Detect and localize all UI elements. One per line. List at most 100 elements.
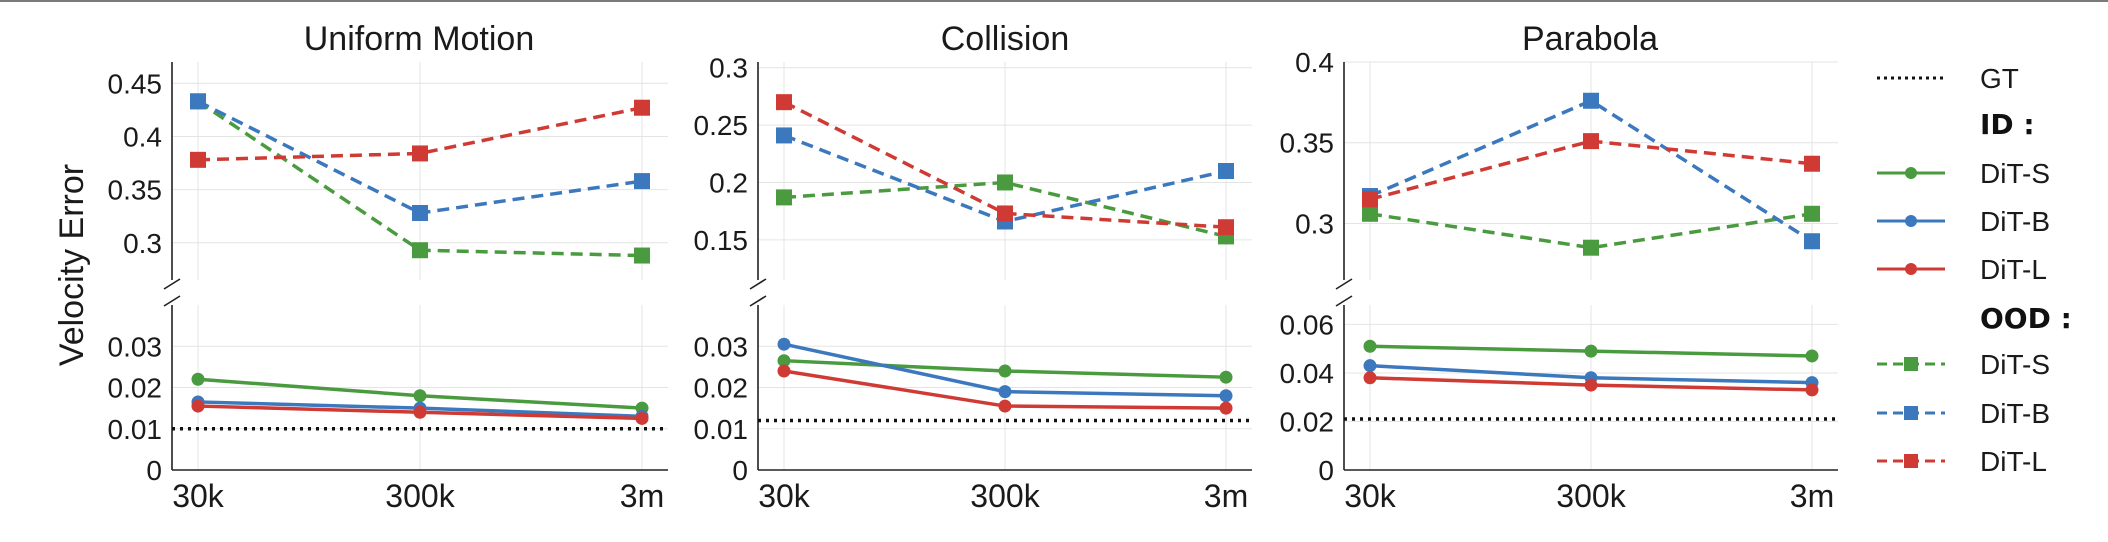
id-dit-b-point-3m	[1219, 389, 1233, 403]
lower-y-tick-label: 0.04	[1280, 358, 1335, 389]
ood-dit-l-point-3m	[1804, 155, 1820, 172]
ood-dit-b-point-30k	[776, 127, 792, 144]
legend-ood-dit-b: DiT-B	[1877, 398, 2050, 429]
ood-dit-l-point-300k	[997, 205, 1013, 222]
lower-y-tick-label: 0.02	[694, 373, 749, 404]
id-dit-l-point-300k	[998, 399, 1012, 413]
legend-ood-heading: OOD :	[1980, 302, 2072, 335]
panel-title: Parabola	[1522, 20, 1658, 58]
x-tick-label: 300k	[970, 478, 1040, 514]
x-tick-label: 300k	[1556, 478, 1626, 514]
legend-ood-dit-s-label: DiT-S	[1980, 349, 2050, 380]
lower-y-tick-label: 0.03	[694, 331, 749, 362]
x-tick-label: 30k	[1344, 478, 1397, 514]
lower-y-tick-label: 0.02	[1280, 406, 1335, 437]
ood-dit-s-point-3m	[1804, 205, 1820, 222]
panel-title: Collision	[941, 20, 1070, 58]
ood-dit-s-point-3m	[634, 247, 650, 264]
id-dit-s-point-300k	[413, 389, 427, 403]
legend-ood-dit-s-marker	[1904, 357, 1918, 371]
id-dit-l-point-30k	[777, 364, 791, 378]
ood-dit-s-point-30k	[1362, 205, 1378, 222]
panel-parabola: Parabola 0.3 0.35 0.4 0 0.02 0.04 0.06 30k 300k 3…	[1280, 20, 1838, 514]
id-dit-s-point-3m	[1219, 370, 1233, 384]
legend-id-dit-s-label: DiT-S	[1980, 158, 2050, 189]
upper-y-tick-label: 0.3	[709, 53, 748, 84]
upper-y-tick-label: 0.3	[1295, 208, 1334, 239]
legend-id-dit-b-marker	[1905, 215, 1917, 227]
x-tick-label: 30k	[758, 478, 811, 514]
lower-y-tick-label: 0	[146, 455, 162, 486]
lower-y-tick-label: 0.01	[108, 414, 163, 445]
legend-gt-label: GT	[1980, 63, 2019, 94]
ood-dit-l-point-30k	[1362, 191, 1378, 208]
ood-dit-s-point-300k	[1583, 239, 1599, 256]
axis-break-mark-lower	[163, 295, 181, 307]
panel-title: Uniform Motion	[304, 20, 535, 58]
upper-y-tick-label: 0.4	[1295, 47, 1334, 78]
upper-y-tick-label: 0.35	[1280, 128, 1335, 159]
ood-dit-b-point-3m	[1218, 163, 1234, 179]
upper-y-tick-label: 0.15	[694, 225, 749, 256]
axis-break-mark-upper	[749, 278, 767, 290]
id-dit-s-point-30k	[191, 372, 205, 386]
legend-ood-dit-l-label: DiT-L	[1980, 446, 2047, 477]
ood-dit-s-series-line	[1369, 212, 1813, 250]
ood-dit-b-series-line	[1369, 99, 1813, 243]
legend-ood-dit-b-marker	[1904, 406, 1918, 420]
legend-ood-dit-l-marker	[1904, 454, 1918, 468]
y-axis-label: Velocity Error	[53, 164, 91, 366]
ood-dit-b-point-30k	[190, 93, 206, 110]
ood-dit-l-point-30k	[190, 151, 206, 168]
legend-id-dit-b-label: DiT-B	[1980, 206, 2050, 237]
legend-id-dit-l-marker	[1905, 263, 1917, 275]
legend-id-dit-b: DiT-B	[1877, 206, 2050, 237]
upper-y-tick-label: 0.3	[123, 228, 162, 259]
panel-uniform-motion: Uniform Motion 0.3 0.35 0.4 0.45 0 0.01 0.02 0.…	[108, 20, 668, 514]
ood-dit-b-point-3m	[634, 173, 650, 190]
legend-id-dit-l: DiT-L	[1877, 254, 2047, 285]
legend-ood-dit-b-label: DiT-B	[1980, 398, 2050, 429]
id-dit-s-point-300k	[998, 364, 1012, 378]
legend-ood-dit-l: DiT-L	[1877, 446, 2047, 477]
upper-y-tick-label: 0.35	[108, 175, 163, 206]
id-dit-l-point-3m	[1805, 383, 1819, 397]
axis-break-mark-upper	[163, 278, 181, 290]
axis-break-mark-upper	[1335, 278, 1353, 290]
id-dit-b-point-300k	[998, 385, 1012, 399]
lower-y-tick-label: 0.02	[108, 373, 163, 404]
id-dit-l-point-30k	[1363, 371, 1377, 385]
ood-dit-l-point-3m	[634, 99, 650, 116]
upper-y-tick-label: 0.2	[709, 167, 748, 198]
id-dit-l-point-300k	[413, 405, 427, 419]
axis-break-mark-lower	[749, 295, 767, 307]
x-tick-label: 3m	[620, 478, 664, 514]
ood-dit-b-point-300k	[412, 205, 428, 222]
x-tick-label: 300k	[385, 478, 455, 514]
x-tick-label: 3m	[1204, 478, 1248, 514]
id-dit-l-point-3m	[635, 411, 649, 425]
legend-ood-dit-s: DiT-S	[1877, 349, 2050, 380]
legend-id-dit-l-label: DiT-L	[1980, 254, 2047, 285]
legend-id-dit-s: DiT-S	[1877, 158, 2050, 189]
upper-y-tick-label: 0.25	[694, 110, 749, 141]
ood-dit-l-point-3m	[1218, 219, 1234, 236]
ood-dit-l-point-30k	[776, 94, 792, 111]
ood-dit-s-point-300k	[997, 174, 1013, 191]
ood-dit-l-point-300k	[412, 145, 428, 162]
upper-y-tick-label: 0.45	[108, 68, 163, 99]
ood-dit-s-point-30k	[776, 189, 792, 206]
id-dit-s-point-300k	[1584, 344, 1598, 358]
id-dit-s-point-30k	[1363, 339, 1377, 353]
id-dit-b-point-30k	[777, 337, 791, 351]
id-dit-b-point-30k	[1363, 359, 1377, 373]
x-tick-label: 30k	[172, 478, 225, 514]
lower-y-tick-label: 0.06	[1280, 309, 1335, 340]
id-dit-l-point-30k	[191, 399, 205, 413]
id-dit-l-point-3m	[1219, 401, 1233, 415]
id-dit-s-point-3m	[1805, 349, 1819, 363]
legend-id-heading: ID :	[1980, 108, 2035, 141]
id-dit-s-point-30k	[777, 354, 791, 368]
ood-dit-s-point-300k	[412, 242, 428, 259]
